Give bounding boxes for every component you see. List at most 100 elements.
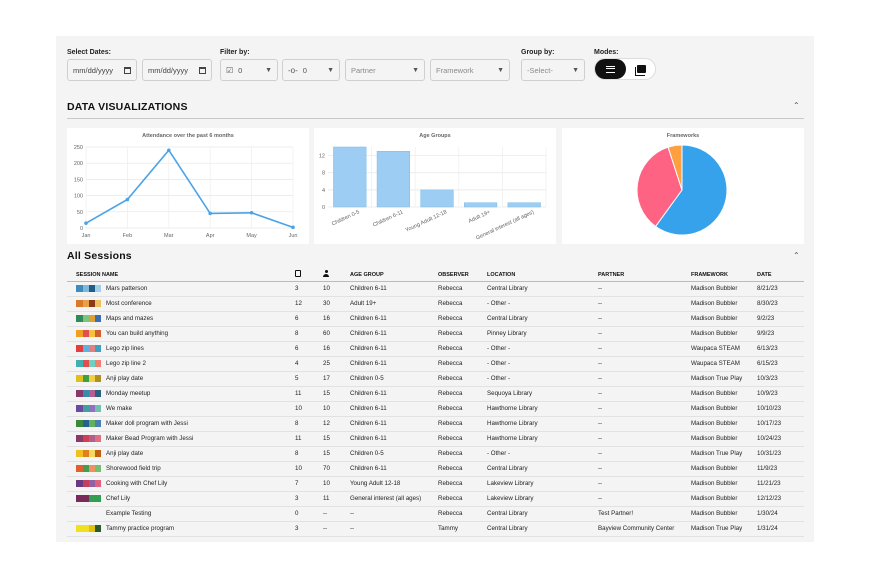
session-name-cell[interactable]: Example Testing [67, 506, 295, 522]
session-thumbnail [76, 374, 101, 382]
session-name[interactable]: Shorewood field trip [106, 465, 161, 473]
visit-count-cell: 0 [295, 506, 323, 522]
bar [333, 146, 367, 208]
session-name[interactable]: Anji play date [106, 450, 144, 458]
table-row[interactable]: Anji play date 8 15 Children 0-5 Rebecca - Ot… [67, 446, 804, 462]
table-row[interactable]: Monday meetup 11 15 Children 6-11 Rebecca Seq… [67, 386, 804, 402]
session-name-cell[interactable]: Tammy practice program [67, 521, 295, 537]
table-row[interactable]: We make 10 10 Children 6-11 Rebecca Hawthorne… [67, 401, 804, 417]
session-name[interactable]: You can build anything [106, 330, 169, 338]
table-row[interactable]: Tammy practice program 3 -- -- Tammy Central … [67, 521, 804, 537]
framework-cell: Madison Bubbler [691, 416, 757, 432]
col-session-name[interactable]: SESSION NAME [67, 269, 295, 282]
collapse-chevron-icon[interactable]: ⌃ [793, 251, 800, 260]
session-name[interactable]: Tammy practice program [106, 525, 175, 533]
table-row[interactable]: Shorewood field trip 10 70 Children 6-11 Reb… [67, 461, 804, 477]
date-cell: 1/31/24 [757, 521, 804, 537]
group-by-dropdown[interactable]: -Select- ▼ [521, 59, 585, 81]
thumbnail-segment [76, 524, 83, 532]
thumbnail-segment [83, 329, 89, 337]
age-group-cell: Children 6-11 [350, 461, 438, 477]
table-row[interactable]: Lego zip line 2 4 25 Children 6-11 Rebecca - … [67, 356, 804, 372]
col-person[interactable] [323, 269, 350, 282]
session-name[interactable]: Maker Bead Program with Jessi [106, 435, 194, 443]
session-name[interactable]: Monday meetup [106, 390, 151, 398]
session-name[interactable]: Maker doll program with Jessi [106, 420, 188, 428]
visit-count-cell: 4 [295, 356, 323, 372]
session-name-cell[interactable]: Lego zip lines [67, 341, 295, 357]
session-name-cell[interactable]: Monday meetup [67, 386, 295, 402]
session-name-cell[interactable]: Shorewood field trip [67, 461, 295, 477]
session-name-cell[interactable]: Maker Bead Program with Jessi [67, 431, 295, 447]
session-name-cell[interactable]: Anji play date [67, 371, 295, 387]
collapse-chevron-icon[interactable]: ⌃ [793, 101, 800, 110]
calendar-icon[interactable] [199, 66, 206, 74]
session-name-cell[interactable]: Chef Lily [67, 491, 295, 507]
table-row[interactable]: Maker Bead Program with Jessi 11 15 Childre… [67, 431, 804, 447]
partner-cell: -- [598, 446, 691, 462]
session-name[interactable]: Most conference [106, 300, 152, 308]
session-name[interactable]: Anji play date [106, 375, 144, 383]
session-name[interactable]: Example Testing [106, 510, 152, 518]
table-row[interactable]: Maps and mazes 6 16 Children 6-11 Rebecca Cen… [67, 311, 804, 327]
session-name-cell[interactable]: Cooking with Chef Lily [67, 476, 295, 492]
gallery-mode-button[interactable] [627, 59, 655, 79]
session-name-cell[interactable]: Maps and mazes [67, 311, 295, 327]
end-date-input[interactable]: mm/dd/yyyy [142, 59, 212, 81]
x-tick-label: May [246, 233, 257, 239]
observer-cell: Rebecca [438, 386, 487, 402]
bar [464, 202, 498, 208]
session-name-cell[interactable]: Maker doll program with Jessi [67, 416, 295, 432]
calendar-icon[interactable] [124, 66, 131, 74]
col-location[interactable]: LOCATION [487, 269, 598, 282]
observer-cell: Rebecca [438, 296, 487, 312]
thumbnail-segment [95, 449, 101, 457]
partner-cell: -- [598, 416, 691, 432]
framework-cell: Madison Bubbler [691, 431, 757, 447]
col-age-group[interactable]: AGE GROUP [350, 269, 438, 282]
list-mode-button[interactable] [595, 59, 626, 79]
table-row[interactable]: Cooking with Chef Lily 7 10 Young Adult 12-… [67, 476, 804, 492]
start-date-input[interactable]: mm/dd/yyyy [67, 59, 137, 81]
partner-dropdown[interactable]: Partner ▼ [345, 59, 425, 81]
table-row[interactable]: Lego zip lines 6 16 Children 6-11 Rebecca - O… [67, 341, 804, 357]
observer-cell: Rebecca [438, 371, 487, 387]
observer-cell: Rebecca [438, 506, 487, 522]
observer-cell: Rebecca [438, 431, 487, 447]
session-name-cell[interactable]: We make [67, 401, 295, 417]
thumbnail-segment [89, 404, 95, 412]
location-cell: Pinney Library [487, 326, 598, 342]
col-partner[interactable]: PARTNER [598, 269, 691, 282]
session-name[interactable]: Lego zip line 2 [106, 360, 146, 368]
session-name-cell[interactable]: Anji play date [67, 446, 295, 462]
framework-dropdown[interactable]: Framework ▼ [430, 59, 510, 81]
col-framework[interactable]: FRAMEWORK [691, 269, 757, 282]
partner-cell: -- [598, 311, 691, 327]
table-row[interactable]: Anji play date 5 17 Children 0-5 Rebecca - Ot… [67, 371, 804, 387]
session-name[interactable]: Maps and mazes [106, 315, 154, 323]
table-row[interactable]: Chef Lily 3 11 General interest (all ages) R… [67, 491, 804, 507]
session-name[interactable]: We make [106, 405, 133, 413]
session-name[interactable]: Cooking with Chef Lily [106, 480, 168, 488]
col-observer[interactable]: OBSERVER [438, 269, 487, 282]
checklist-filter-dropdown[interactable]: ☑ 0 ▼ [220, 59, 278, 81]
table-row[interactable]: Most conference 12 30 Adult 19+ Rebecca - Oth… [67, 296, 804, 312]
table-row[interactable]: You can build anything 8 60 Children 6-11 Re… [67, 326, 804, 342]
session-name[interactable]: Mars patterson [106, 285, 148, 293]
thumbnail-segment [83, 419, 89, 427]
attendee-count-cell: 10 [323, 476, 350, 492]
table-row[interactable]: Example Testing 0 -- -- Rebecca Central Libra… [67, 506, 804, 522]
thumbnail-segment [95, 464, 101, 472]
session-name[interactable]: Lego zip lines [106, 345, 144, 353]
session-name-cell[interactable]: Most conference [67, 296, 295, 312]
commit-filter-dropdown[interactable]: -o- 0 ▼ [282, 59, 340, 81]
table-row[interactable]: Maker doll program with Jessi 8 12 Children… [67, 416, 804, 432]
session-name-cell[interactable]: Mars patterson [67, 281, 295, 297]
date-cell: 9/9/23 [757, 326, 804, 342]
session-name[interactable]: Chef Lily [106, 495, 131, 503]
col-date[interactable]: DATE [757, 269, 804, 282]
session-name-cell[interactable]: You can build anything [67, 326, 295, 342]
col-search-doc[interactable] [295, 269, 323, 282]
session-name-cell[interactable]: Lego zip line 2 [67, 356, 295, 372]
table-row[interactable]: Mars patterson 3 10 Children 6-11 Rebecca Cen… [67, 281, 804, 297]
